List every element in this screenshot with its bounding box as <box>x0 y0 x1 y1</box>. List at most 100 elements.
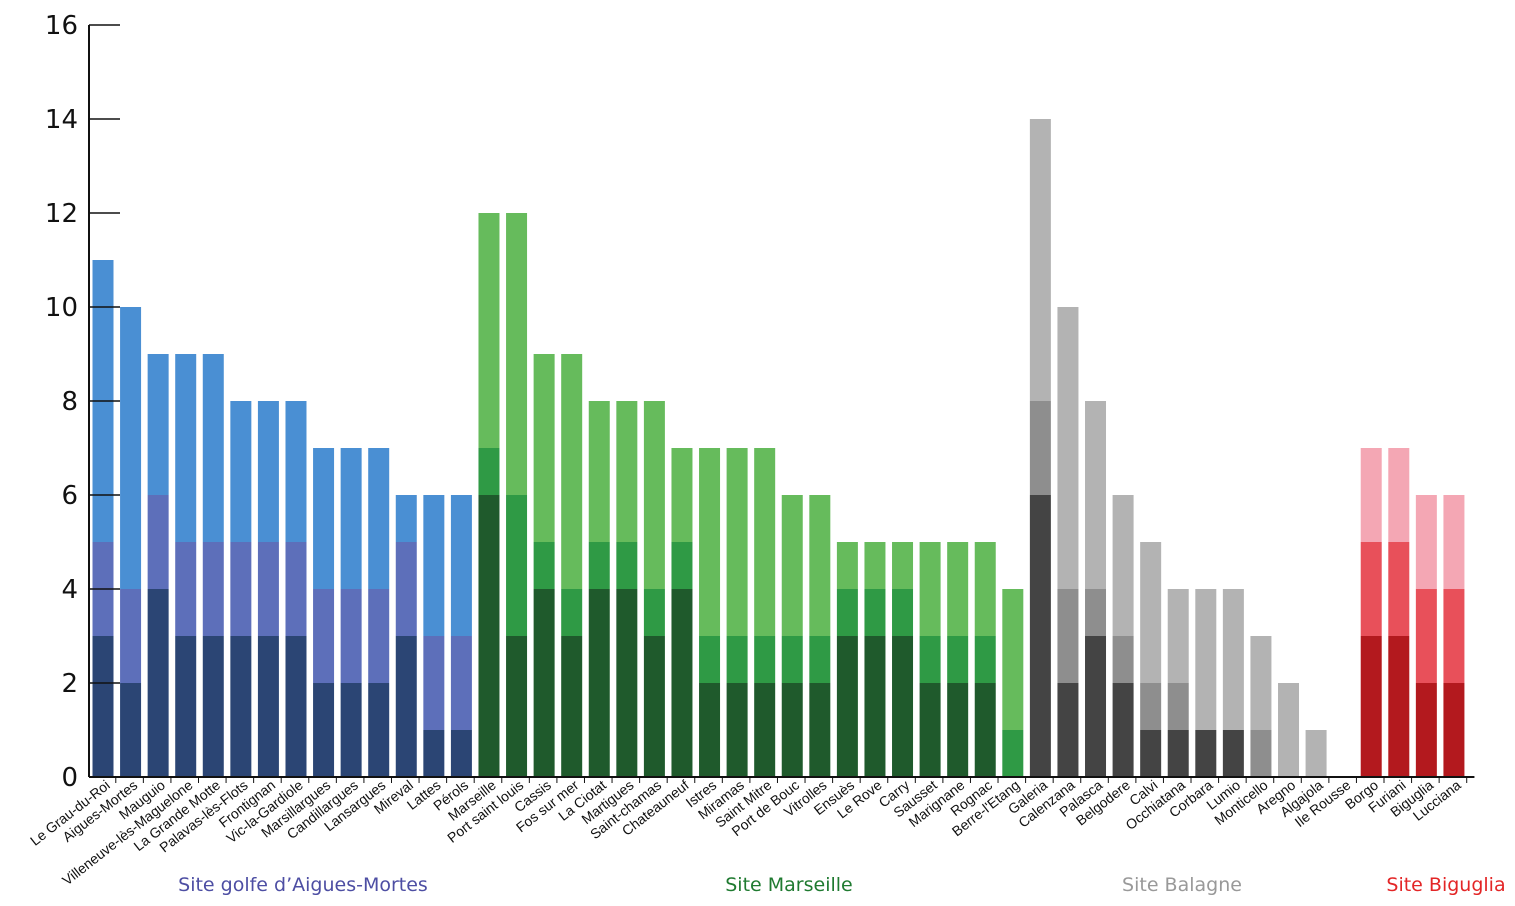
bar-segment <box>809 495 831 636</box>
bar-segment <box>947 683 969 777</box>
bar-segment <box>147 589 169 777</box>
bar-segment <box>257 542 279 636</box>
y-tick-label: 0 <box>61 763 78 793</box>
bar-segment <box>699 448 721 636</box>
bar-segment <box>1388 542 1410 636</box>
bar-segment <box>754 448 776 636</box>
bar-segment <box>1222 730 1244 777</box>
bar-segment <box>313 589 335 683</box>
bar-segment <box>1140 683 1162 730</box>
y-tick-label: 16 <box>45 11 78 41</box>
bar-segment <box>395 636 417 777</box>
bar-segment <box>919 683 941 777</box>
bar-segment <box>588 542 610 589</box>
y-tick-label: 4 <box>61 575 78 605</box>
bar-segment <box>616 589 638 777</box>
bar-segment <box>423 495 445 636</box>
site-labels: Site golfe d’Aigues-Mortes Site Marseille… <box>178 874 1505 896</box>
bar-segment <box>1057 307 1079 589</box>
bar-segment <box>175 354 197 542</box>
bar-segment <box>230 401 252 542</box>
bar-segment <box>561 589 583 636</box>
bar-segment <box>588 401 610 542</box>
bar-segment <box>1388 636 1410 777</box>
site-group-label: Site Balagne <box>1122 874 1242 896</box>
bar-segment <box>892 636 914 777</box>
bar-segment <box>1415 589 1437 683</box>
bar-segment <box>864 589 886 636</box>
bar-segment <box>478 495 500 777</box>
bar-segment <box>781 495 803 636</box>
bar-segment <box>864 636 886 777</box>
bar-segment <box>726 448 748 636</box>
bar-segment <box>506 495 528 636</box>
bar-segment <box>974 542 996 636</box>
site-group-label: Site golfe d’Aigues-Mortes <box>178 874 428 896</box>
bar-segment <box>726 683 748 777</box>
site-group-label: Site Marseille <box>725 874 852 896</box>
bar-segment <box>368 683 390 777</box>
bar-segment <box>836 589 858 636</box>
bar-segment <box>1250 636 1272 730</box>
bars-layer <box>92 119 1465 777</box>
bar-segment <box>450 495 472 636</box>
bar-segment <box>1112 683 1134 777</box>
bar-segment <box>1195 730 1217 777</box>
bar-segment <box>836 542 858 589</box>
bar-segment <box>1415 683 1437 777</box>
bar-segment <box>836 636 858 777</box>
bar-segment <box>285 636 307 777</box>
bar-segment <box>395 542 417 636</box>
bar-segment <box>643 636 665 777</box>
category-labels: Le Grau-du-RoiAigues-MortesMauguioVillen… <box>27 777 1464 889</box>
bar-segment <box>257 636 279 777</box>
bar-segment <box>561 636 583 777</box>
bar-segment <box>892 589 914 636</box>
bar-segment <box>699 636 721 683</box>
bar-segment <box>423 730 445 777</box>
bar-segment <box>285 401 307 542</box>
bar-segment <box>1360 448 1382 542</box>
y-tick-label: 12 <box>45 199 78 229</box>
bar-segment <box>974 683 996 777</box>
bar-segment <box>1443 589 1465 683</box>
bar-segment <box>120 307 142 589</box>
bar-segment <box>947 542 969 636</box>
bar-segment <box>1029 119 1051 401</box>
bar-segment <box>92 636 114 777</box>
site-group-label: Site Biguglia <box>1386 874 1505 896</box>
bar-segment <box>450 730 472 777</box>
y-tick-label: 6 <box>61 481 78 511</box>
y-tick-label: 8 <box>61 387 78 417</box>
bar-segment <box>588 589 610 777</box>
bar-segment <box>1278 683 1300 777</box>
bar-segment <box>643 401 665 589</box>
bar-segment <box>809 636 831 683</box>
bar-segment <box>120 589 142 683</box>
bar-segment <box>616 542 638 589</box>
bar-segment <box>781 683 803 777</box>
bar-segment <box>726 636 748 683</box>
bar-segment <box>1195 589 1217 730</box>
bar-segment <box>947 636 969 683</box>
bar-segment <box>1388 448 1410 542</box>
bar-segment <box>1167 730 1189 777</box>
bar-segment <box>1029 495 1051 777</box>
y-tick-label: 14 <box>45 105 78 135</box>
bar-segment <box>809 683 831 777</box>
bar-segment <box>340 683 362 777</box>
bar-segment <box>120 683 142 777</box>
bar-segment <box>1167 683 1189 730</box>
bar-segment <box>1167 589 1189 683</box>
bar-segment <box>1085 589 1107 636</box>
bar-segment <box>450 636 472 730</box>
bar-segment <box>395 495 417 542</box>
bar-segment <box>147 495 169 589</box>
bar-segment <box>781 636 803 683</box>
bar-segment <box>864 542 886 589</box>
bar-segment <box>533 589 555 777</box>
y-tick-label: 10 <box>45 293 78 323</box>
bar-segment <box>1112 636 1134 683</box>
bar-segment <box>1140 730 1162 777</box>
